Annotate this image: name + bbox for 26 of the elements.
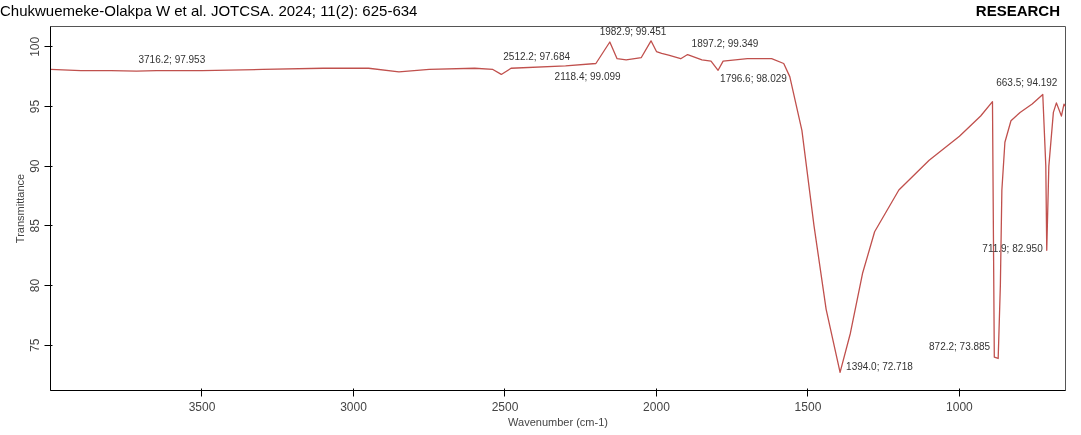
annotation: 1796.6; 98.029 xyxy=(720,73,788,85)
annotation: 1394.0; 72.718 xyxy=(846,361,914,373)
x-tick-label: 2000 xyxy=(643,399,671,414)
annotation: 1982.9; 99.451 xyxy=(599,26,667,38)
line-series xyxy=(50,40,1066,374)
y-axis-title: Transmittance xyxy=(13,173,26,244)
annotation: 2512.2; 97.684 xyxy=(503,51,571,63)
y-tick-label: 100 xyxy=(28,36,43,57)
annotation: 3716.2; 97.953 xyxy=(138,54,206,66)
x-tick-label: 1000 xyxy=(946,399,974,414)
y-tick-label: 80 xyxy=(28,278,43,293)
annotation: 2118.4; 99.099 xyxy=(554,70,622,82)
annotation: 872.2; 73.885 xyxy=(929,341,991,353)
y-tick-label: 95 xyxy=(28,99,43,114)
x-tick-label: 3500 xyxy=(188,399,216,414)
y-tick-label: 75 xyxy=(28,338,43,352)
x-tick-label: 2500 xyxy=(491,399,519,414)
text: RESEARCH xyxy=(975,1,1060,21)
y-tick-label: 90 xyxy=(28,159,43,173)
text: Chukwuemeke-Olakpa W et al. JOTCSA. 2024; 11(2): 625-634 xyxy=(0,1,418,21)
x-tick-label: 3000 xyxy=(340,399,368,414)
annotation: 663.5; 94.192 xyxy=(996,77,1058,89)
x-tick-label: 1500 xyxy=(794,399,822,414)
annotation: 1897.2; 99.349 xyxy=(691,37,759,49)
y-tick-label: 85 xyxy=(28,218,43,233)
x-axis-title: Wavenumber (cm-1) xyxy=(508,415,608,428)
